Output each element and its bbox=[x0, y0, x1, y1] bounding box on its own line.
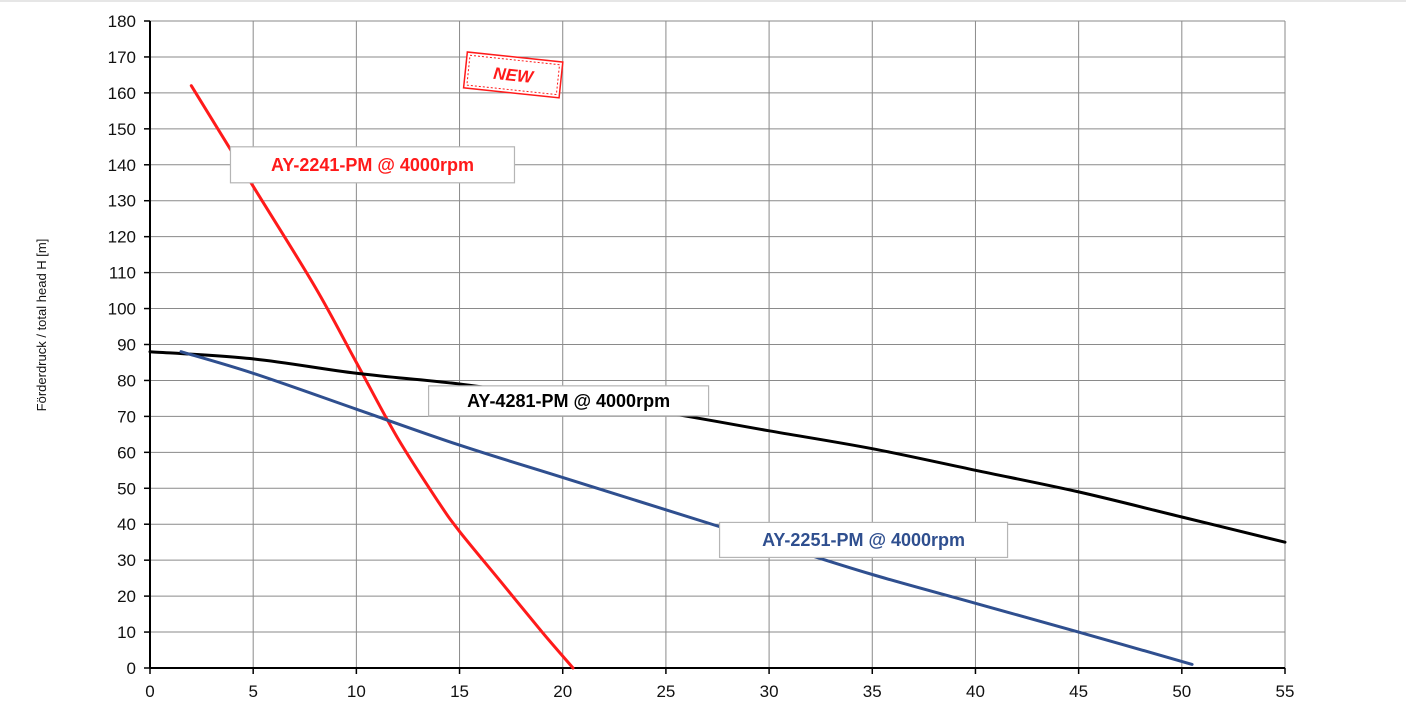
y-tick-label: 40 bbox=[117, 515, 136, 534]
series-label-text: AY-2241-PM @ 4000rpm bbox=[271, 155, 474, 175]
new-stamp: NEW bbox=[462, 51, 564, 99]
x-tick-label: 45 bbox=[1069, 682, 1088, 701]
y-tick-label: 120 bbox=[108, 228, 136, 247]
y-tick-label: 130 bbox=[108, 192, 136, 211]
y-tick-label: 110 bbox=[109, 264, 136, 283]
series-line-ay-4281-pm bbox=[148, 350, 1287, 544]
y-tick-label: 30 bbox=[117, 551, 136, 570]
x-tick-label: 50 bbox=[1172, 682, 1191, 701]
y-axis-title: Förderdruck / total head H [m] bbox=[34, 239, 49, 412]
series-label-box bbox=[718, 521, 1009, 559]
y-tick-label: 150 bbox=[108, 120, 136, 139]
y-tick-label: 10 bbox=[117, 623, 136, 642]
series-label-text: AY-4281-PM @ 4000rpm bbox=[467, 391, 670, 411]
x-tick-label: 15 bbox=[450, 682, 469, 701]
series-label-box bbox=[427, 385, 710, 417]
y-tick-label: 60 bbox=[117, 443, 136, 462]
x-tick-label: 10 bbox=[347, 682, 366, 701]
y-tick-label: 180 bbox=[108, 12, 136, 31]
y-tick-label: 100 bbox=[108, 300, 136, 319]
x-tick-label: 25 bbox=[656, 682, 675, 701]
x-tick-label: 40 bbox=[966, 682, 985, 701]
x-tick-label: 30 bbox=[760, 682, 779, 701]
y-tick-label: 140 bbox=[108, 156, 136, 175]
new-stamp-border-outer bbox=[462, 51, 564, 99]
y-tick-label: 20 bbox=[117, 587, 136, 606]
new-stamp-text: NEW bbox=[492, 64, 535, 87]
x-tick-label: 55 bbox=[1276, 682, 1295, 701]
x-tick-label: 0 bbox=[145, 682, 154, 701]
series-label-ay-2251-pm: AY-2251-PM @ 4000rpm bbox=[718, 521, 1009, 559]
y-tick-label: 50 bbox=[117, 479, 136, 498]
top-border bbox=[0, 0, 1406, 2]
x-tick-label: 5 bbox=[248, 682, 257, 701]
series-label-ay-4281-pm: AY-4281-PM @ 4000rpm bbox=[427, 385, 710, 417]
series-line-ay-2241-pm bbox=[189, 84, 575, 670]
series-line-ay-2251-pm bbox=[179, 350, 1194, 666]
series-label-ay-2241-pm: AY-2241-PM @ 4000rpm bbox=[229, 146, 516, 184]
y-tick-label: 160 bbox=[108, 84, 136, 103]
y-tick-label: 80 bbox=[117, 371, 136, 390]
series-label-text: AY-2251-PM @ 4000rpm bbox=[762, 530, 965, 550]
x-tick-label: 35 bbox=[863, 682, 882, 701]
y-tick-label: 0 bbox=[127, 659, 136, 678]
y-tick-label: 170 bbox=[108, 48, 136, 67]
new-stamp-border-inner bbox=[466, 54, 561, 96]
y-tick-label: 70 bbox=[117, 407, 136, 426]
series-label-box bbox=[229, 146, 516, 184]
x-tick-label: 20 bbox=[553, 682, 572, 701]
y-tick-label: 90 bbox=[117, 336, 136, 355]
